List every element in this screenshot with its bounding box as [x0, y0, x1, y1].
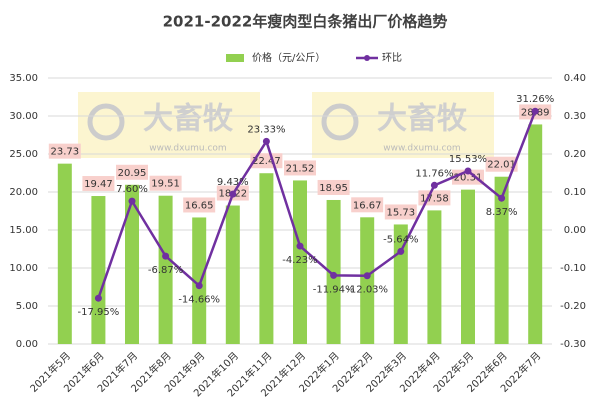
y2-tick-label: 0.40	[564, 73, 586, 84]
bar-label: 15.73	[386, 207, 415, 218]
line-label: -12.03%	[346, 285, 388, 296]
bar-label: 20.31	[454, 173, 483, 184]
y2-tick-label: -0.20	[560, 301, 586, 312]
bar	[494, 176, 509, 344]
legend-label: 环比	[382, 52, 402, 64]
line-label: -14.66%	[178, 295, 220, 306]
line-label: -17.95%	[78, 307, 120, 318]
bar-label: 16.65	[185, 200, 214, 211]
bar	[192, 217, 207, 344]
bar-label-bg	[183, 197, 216, 213]
bar	[259, 173, 274, 344]
watermark-box	[312, 92, 494, 158]
bar-label-bg	[116, 164, 148, 180]
y2-tick-label: -0.30	[560, 339, 586, 350]
bar-label: 17.58	[420, 193, 449, 204]
bar	[125, 184, 139, 344]
legend-marker	[364, 55, 370, 61]
line-marker	[397, 247, 405, 255]
y-tick-label: 15.00	[9, 225, 38, 236]
y-tick-label: 0.00	[16, 339, 38, 350]
watermark-text: 大畜牧	[377, 102, 468, 137]
y2-tick-label: 0.30	[564, 111, 586, 122]
line-label: -6.87%	[148, 265, 183, 276]
y-tick-label: 25.00	[9, 149, 38, 160]
bar-label: 22.01	[487, 160, 516, 171]
line-label: -5.64%	[383, 234, 418, 245]
legend-swatch	[226, 54, 244, 62]
bar-label-bg	[82, 176, 115, 192]
line-label: 8.37%	[486, 207, 518, 218]
watermark-url: www.dxumu.com	[149, 144, 226, 154]
line-label: 15.53%	[449, 154, 487, 165]
bar-label: 16.67	[353, 200, 382, 211]
line-marker	[94, 294, 102, 302]
watermark-logo	[87, 103, 125, 141]
line	[97, 110, 537, 299]
line-marker	[531, 107, 539, 115]
bar-label-bg	[48, 143, 81, 159]
line-label: 31.26%	[516, 94, 554, 105]
line-marker	[296, 242, 304, 250]
line-marker	[464, 167, 472, 175]
bar-label: 21.52	[286, 163, 315, 174]
bar-label-bg	[317, 179, 350, 195]
y2-tick-label: 0.10	[564, 187, 586, 198]
y-tick-label: 35.00	[9, 73, 38, 84]
line-label: 23.33%	[247, 124, 285, 135]
chart-title: 2021-2022年瘦肉型白条猪出厂价格趋势	[163, 13, 448, 31]
y-tick-label: 10.00	[9, 263, 38, 274]
bar-label-bg	[485, 156, 518, 172]
watermark-box	[78, 92, 260, 158]
line-marker	[498, 194, 506, 202]
line-marker	[262, 137, 270, 145]
line-marker	[363, 272, 371, 280]
y-tick-label: 5.00	[16, 301, 38, 312]
bar-label: 22.47	[252, 156, 281, 167]
bar	[57, 163, 72, 344]
line-marker	[330, 271, 338, 279]
watermark-logo	[321, 103, 359, 141]
y2-tick-label: -0.10	[560, 263, 586, 274]
bar	[427, 210, 442, 344]
bar	[461, 189, 475, 344]
bar-label-bg	[149, 175, 182, 191]
bar	[528, 124, 543, 344]
y2-tick-label: 0.20	[564, 149, 586, 160]
watermark-url: www.dxumu.com	[383, 144, 460, 154]
watermark-text: 大畜牧	[143, 102, 234, 137]
y-tick-label: 30.00	[9, 111, 38, 122]
bar	[293, 180, 307, 344]
bar-label: 20.95	[118, 168, 147, 179]
line-marker	[162, 252, 170, 260]
bar	[91, 196, 106, 344]
bar-label-bg	[284, 160, 316, 176]
line-marker	[229, 190, 237, 198]
line-marker	[195, 282, 203, 290]
line-label: -4.23%	[282, 255, 317, 266]
line-label: 7.60%	[116, 184, 148, 195]
bar-label: 19.51	[151, 179, 180, 190]
line-label: 9.43%	[217, 177, 249, 188]
y-tick-label: 20.00	[9, 187, 38, 198]
bar-label: 23.73	[50, 147, 79, 158]
y2-tick-label: 0.00	[564, 225, 586, 236]
bar-label: 18.95	[319, 183, 348, 194]
bar	[360, 217, 375, 344]
bar-label-bg	[351, 197, 384, 213]
bar-label-bg	[384, 204, 417, 220]
bar	[158, 195, 173, 344]
legend-label: 价格（元/公斤）	[252, 51, 325, 64]
bar-label: 19.47	[84, 179, 113, 190]
line-label: 11.76%	[415, 168, 453, 179]
line-marker	[128, 197, 136, 205]
bar	[225, 205, 240, 344]
line-label: -11.94%	[313, 284, 355, 295]
line-marker	[430, 181, 438, 189]
